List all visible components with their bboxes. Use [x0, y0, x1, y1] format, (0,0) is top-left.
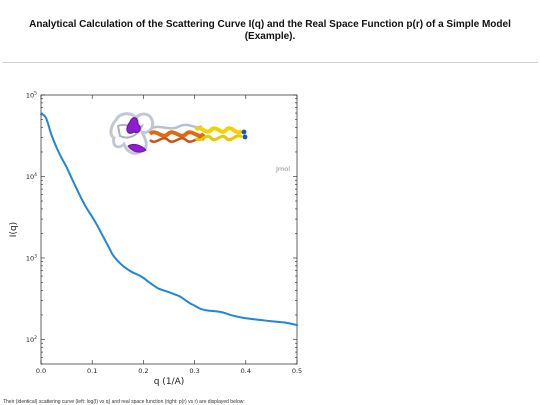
y-tick-label: 104 [26, 172, 37, 181]
x-tick-label: 0.1 [87, 367, 97, 375]
x-tick-label: 0.0 [36, 367, 46, 375]
page-title-line2: (Example). [244, 31, 296, 42]
x-axis-label: q (1/A) [154, 377, 185, 387]
axis-tick-labels: 0.0 0.1 0.2 0.3 0.4 0.5 105 104 103 102 [26, 91, 302, 376]
y-tick-label: 103 [26, 253, 37, 262]
molecular-model-image: Jmol [109, 112, 290, 173]
series-line [40, 113, 298, 327]
page-title: Analytical Calculation of the Scattering… [0, 19, 540, 43]
x-tick-label: 0.5 [292, 367, 302, 375]
y-tick-label: 105 [26, 91, 37, 100]
x-tick-label: 0.3 [189, 367, 199, 375]
jmol-watermark: Jmol [275, 165, 290, 173]
caption-text: Their (identical) scattering curve (left… [3, 399, 245, 405]
divider [2, 62, 538, 63]
page-title-line1: Analytical Calculation of the Scattering… [29, 19, 511, 30]
x-tick-label: 0.2 [138, 367, 148, 375]
x-tick-label: 0.4 [241, 367, 251, 375]
axis-ticks [40, 94, 298, 365]
y-axis-label: I(q) [9, 222, 19, 237]
y-tick-label: 102 [26, 335, 37, 344]
